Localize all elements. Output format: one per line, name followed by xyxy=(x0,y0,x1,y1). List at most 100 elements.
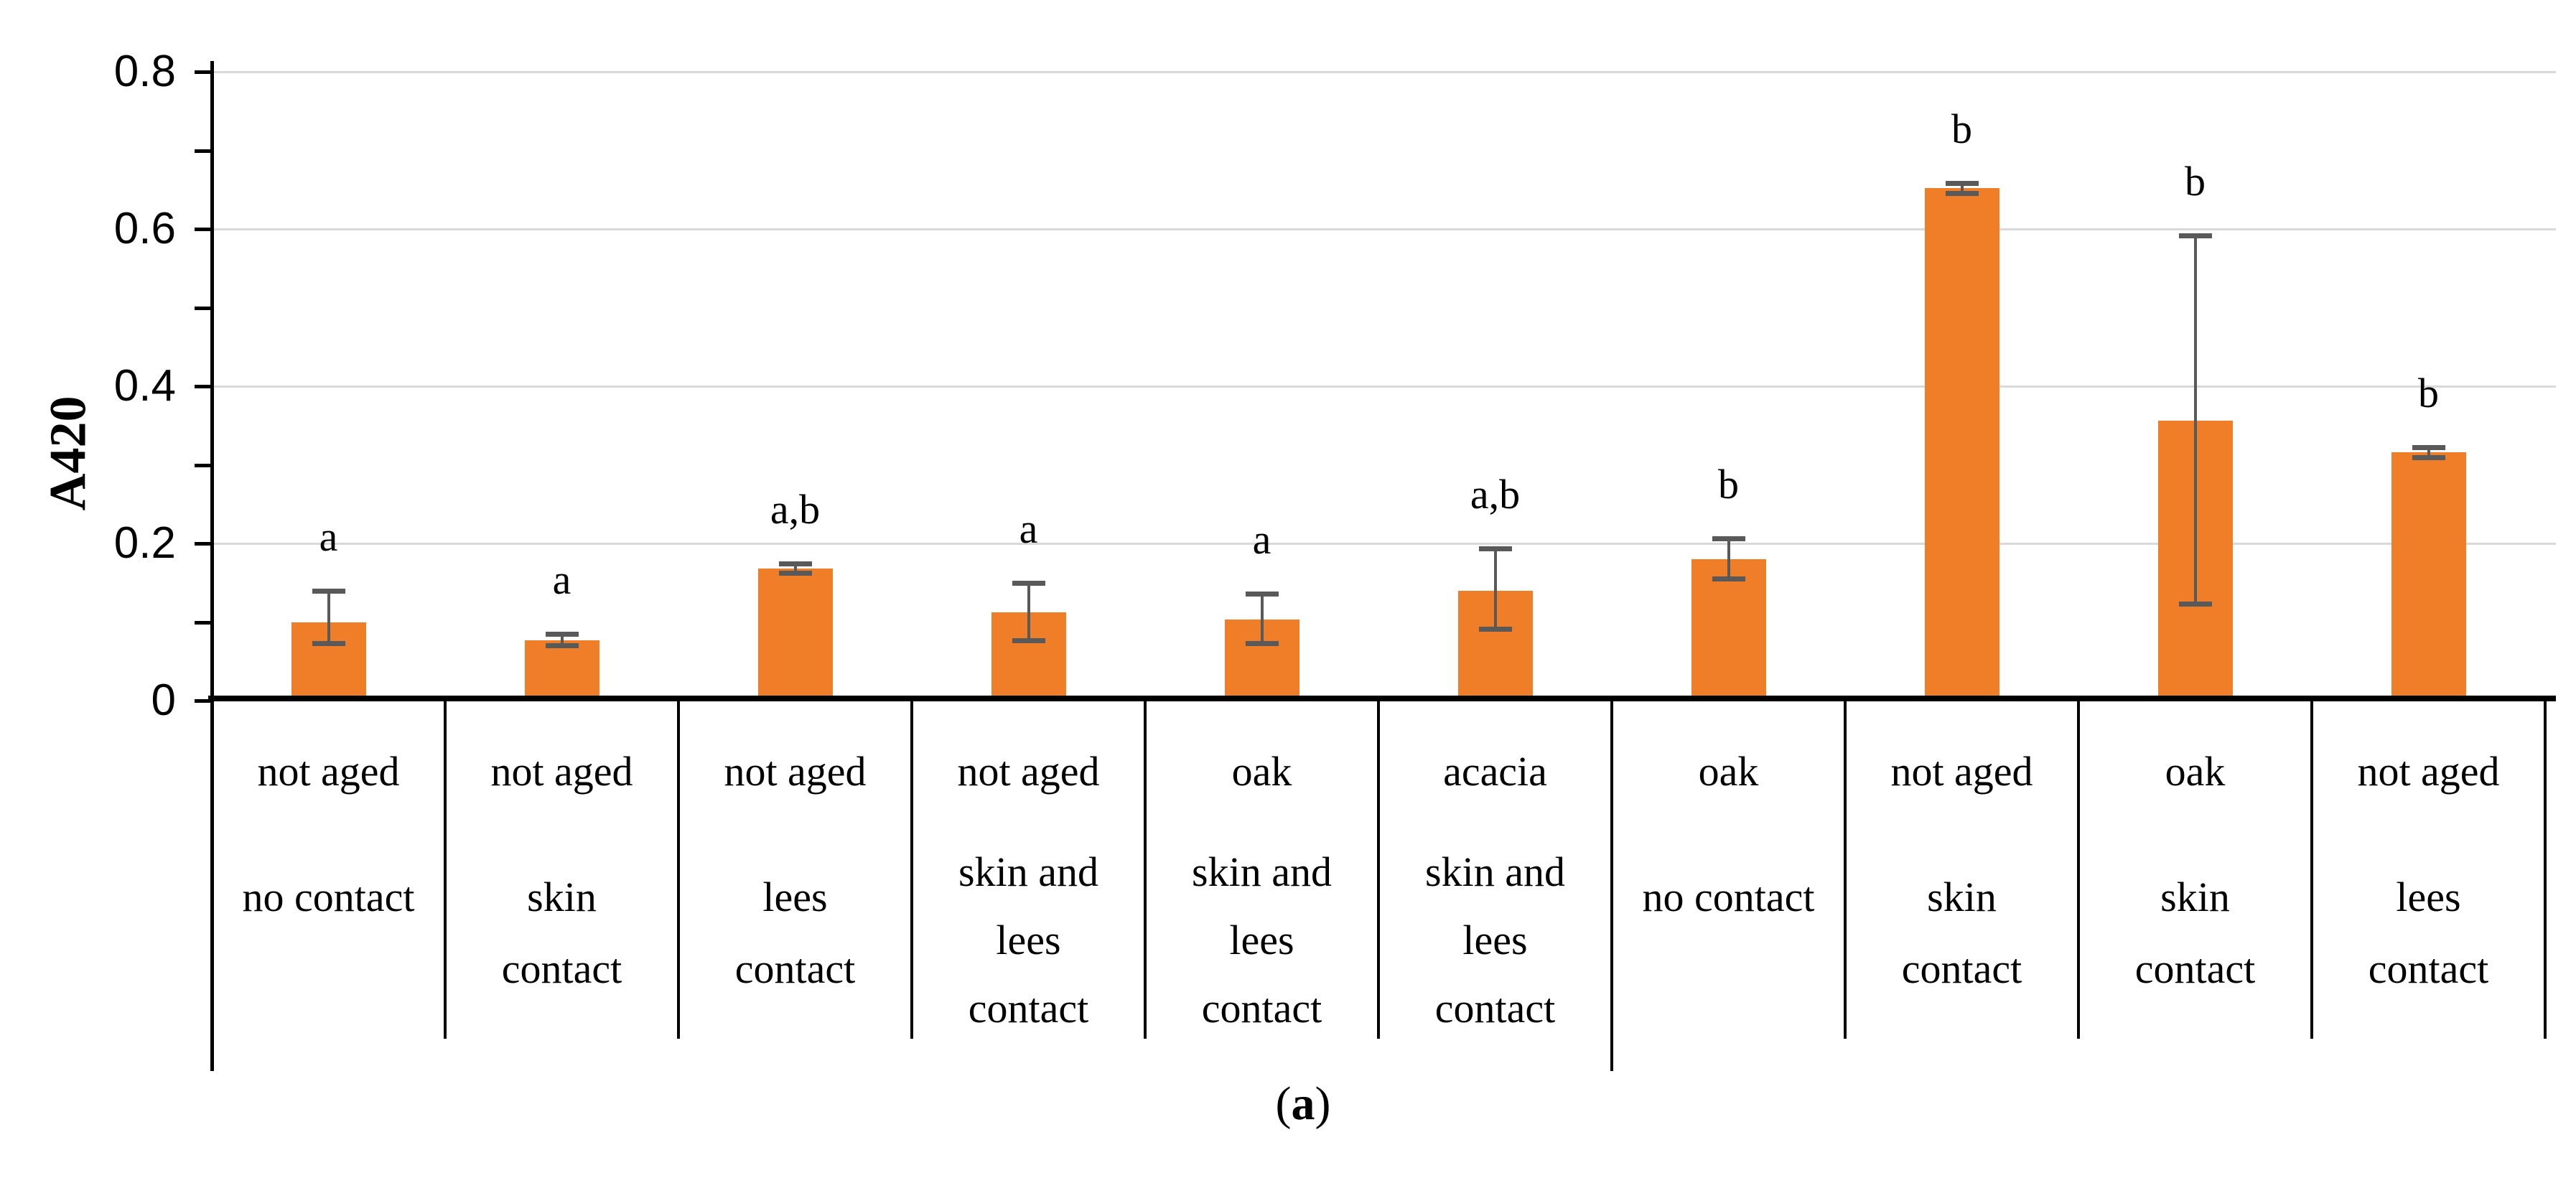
category-contact-label: contact xyxy=(2134,945,2256,992)
error-bar-line xyxy=(2427,447,2430,457)
error-bar-cap-bottom xyxy=(1012,637,1045,643)
error-bar-cap-bottom xyxy=(545,643,579,649)
category-aging-label: not aged xyxy=(490,748,633,795)
category-contact-label: contact xyxy=(1901,945,2022,992)
category-aging-label: oak xyxy=(2165,748,2226,795)
category-contact-label: contact xyxy=(501,945,622,992)
category-divider xyxy=(1144,701,1147,1039)
error-bar-cap-bottom xyxy=(1478,627,1512,632)
caption-letter: a xyxy=(1291,1078,1315,1130)
category-aging-label: oak xyxy=(1231,748,1292,795)
y-axis-tick xyxy=(195,385,212,388)
error-bar-line xyxy=(1493,548,1497,630)
y-axis-line xyxy=(210,61,214,1071)
x-axis-line xyxy=(208,696,2556,701)
error-bar-cap-top xyxy=(1945,181,1979,187)
y-axis-tick-label: 0 xyxy=(151,676,176,725)
y-axis-tick-label: 0.2 xyxy=(113,518,176,568)
error-bar-cap-bottom xyxy=(2412,454,2445,460)
category-contact-label: contact xyxy=(734,945,856,992)
error-bar-cap-bottom xyxy=(2178,602,2212,607)
category-contact-label: lees xyxy=(2396,874,2461,920)
category-contact-label: skin and xyxy=(958,849,1098,895)
bar xyxy=(2391,452,2466,696)
category-contact-label: skin and xyxy=(1425,849,1565,895)
category-contact-label: contact xyxy=(1201,985,1322,1032)
error-bar-cap-top xyxy=(1012,580,1045,586)
error-bar-line xyxy=(1727,538,1730,579)
category-contact-label: lees xyxy=(1462,917,1528,963)
category-aging-label: not aged xyxy=(2357,748,2500,795)
category-aging-label: oak xyxy=(1698,748,1759,795)
category-aging-label: not aged xyxy=(257,748,400,795)
error-bar-cap-top xyxy=(545,631,579,637)
category-divider xyxy=(1844,701,1847,1039)
category-divider xyxy=(677,701,680,1039)
error-bar-cap-top xyxy=(1712,536,1745,542)
error-bar-line xyxy=(1027,582,1030,640)
category-divider xyxy=(2544,701,2547,1039)
error-bar-line xyxy=(327,590,330,644)
category-contact-label: skin xyxy=(2160,874,2230,920)
figure-caption: (a) xyxy=(1159,1077,1447,1131)
y-axis-tick xyxy=(195,306,212,310)
error-bar-cap-top xyxy=(312,588,345,594)
error-bar-cap-bottom xyxy=(1712,576,1745,582)
category-divider xyxy=(1377,701,1380,1039)
category-contact-label: no contact xyxy=(242,874,415,920)
group-separator-line xyxy=(1610,701,1613,1071)
bar xyxy=(757,569,833,696)
bar xyxy=(1924,188,1999,696)
significance-letter: b xyxy=(1718,461,1739,508)
gridline xyxy=(212,385,2556,388)
error-bar-cap-bottom xyxy=(778,570,812,576)
significance-letter: b xyxy=(2185,157,2206,205)
error-bar-cap-bottom xyxy=(1245,641,1279,647)
caption-paren-open: ( xyxy=(1275,1078,1292,1130)
error-bar-cap-top xyxy=(2178,233,2212,238)
error-bar-cap-bottom xyxy=(1945,190,1979,196)
error-bar-cap-top xyxy=(1245,592,1279,597)
significance-letter: a xyxy=(319,513,338,560)
significance-letter: b xyxy=(2418,370,2439,417)
category-aging-label: not aged xyxy=(724,748,867,795)
category-divider xyxy=(2310,701,2313,1039)
category-contact-label: no contact xyxy=(1642,874,1815,920)
category-contact-label: skin xyxy=(1927,874,1997,920)
y-axis-tick xyxy=(195,70,212,74)
category-contact-label: contact xyxy=(2368,945,2489,992)
gridline xyxy=(212,71,2556,73)
category-divider xyxy=(910,701,913,1039)
category-contact-label: lees xyxy=(1229,917,1294,963)
y-axis-tick xyxy=(195,149,212,153)
significance-letter: a xyxy=(552,556,571,603)
significance-letter: a,b xyxy=(1470,470,1521,518)
error-bar-cap-bottom xyxy=(312,641,345,647)
category-contact-label: contact xyxy=(1434,985,1556,1032)
significance-letter: a xyxy=(1019,505,1038,552)
error-bar-cap-top xyxy=(2412,445,2445,451)
significance-letter: a xyxy=(1252,516,1271,564)
y-axis-tick xyxy=(195,463,212,467)
y-axis-tick-label: 0.8 xyxy=(113,47,176,96)
category-contact-label: lees xyxy=(762,874,828,920)
category-aging-label: not aged xyxy=(957,748,1100,795)
category-contact-label: lees xyxy=(996,917,1061,963)
error-bar-line xyxy=(2193,235,2197,604)
y-axis-tick xyxy=(195,228,212,231)
significance-letter: b xyxy=(1951,106,1972,153)
gridline xyxy=(212,543,2556,545)
y-axis-tick xyxy=(195,542,212,546)
gridline xyxy=(212,228,2556,230)
error-bar-line xyxy=(1960,183,1964,193)
bar xyxy=(1691,558,1766,696)
error-bar-cap-top xyxy=(1478,546,1512,551)
error-bar-cap-top xyxy=(778,561,812,567)
significance-letter: a,b xyxy=(770,486,821,533)
y-axis-tick-label: 0.6 xyxy=(113,204,176,253)
category-divider xyxy=(2077,701,2080,1039)
category-contact-label: contact xyxy=(968,985,1089,1032)
category-contact-label: skin and xyxy=(1192,849,1332,895)
bar xyxy=(524,640,599,696)
